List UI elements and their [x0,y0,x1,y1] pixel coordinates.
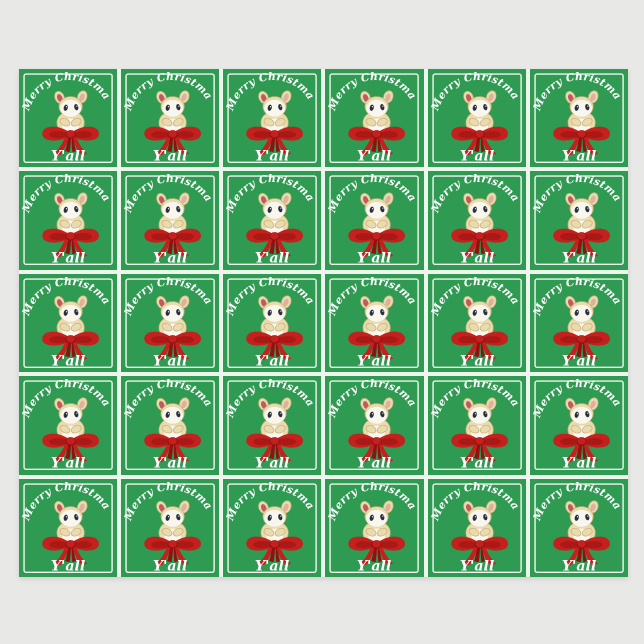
gift-tag-artwork-instance [223,376,319,473]
gift-tag-tile [121,273,220,373]
gift-tag-tile-canvas [325,478,421,575]
gift-tag-artwork-instance [427,273,523,370]
gift-tag-artwork-instance [529,69,625,166]
gift-tag-tile [427,69,526,168]
gift-tag-tile [121,376,220,475]
gift-tag-artwork-instance [529,478,625,575]
gift-tag-tile-canvas [529,273,625,370]
gift-tag-tile [121,478,220,577]
gift-tag-tile-canvas [529,376,625,473]
gift-tag-tile [529,69,628,168]
gift-tag-tile-canvas [427,69,523,166]
gift-tag-tile [427,478,526,577]
gift-tag-artwork-instance [223,69,319,166]
gift-tag-tile [19,69,118,168]
gift-tag-tile [427,171,526,270]
gift-tag-tile-canvas [325,171,421,268]
gift-tag-artwork-instance [121,273,217,370]
gift-tag-tile-canvas [19,376,114,473]
gift-tag-tile-canvas [223,171,319,268]
gift-tag-tile-canvas [19,69,114,166]
gift-tag-artwork-instance [121,478,217,575]
gift-tag-tile [529,273,628,373]
gift-tag-tile [529,376,628,475]
gift-tag-tile [427,376,526,475]
gift-tag-tile [325,376,424,475]
gift-tag-tile [223,478,322,577]
gift-tag-tile [529,478,628,577]
gift-tag-tile [529,171,628,270]
gift-tag-tile-canvas [121,273,217,370]
gift-tag-tile [19,478,118,577]
gift-tag-artwork-instance [19,171,114,268]
gift-tag-tile-canvas [223,69,319,166]
gift-tag-artwork-instance [427,171,523,268]
gift-tag-artwork-instance [19,69,114,166]
gift-tag-artwork-instance [325,376,421,473]
gift-tag-artwork-instance [325,273,421,370]
gift-tag-artwork-instance [121,376,217,473]
gift-tag-tile [223,376,322,475]
gift-tag-artwork-instance [325,171,421,268]
gift-tag-artwork-instance [223,171,319,268]
gift-tag-tile [427,273,526,373]
gift-tag-tile [223,171,322,270]
gift-tag-tile-canvas [19,273,114,370]
gift-tag-artwork-instance [529,171,625,268]
gift-tag-tile-canvas [223,376,319,473]
gift-tag-tile-canvas [325,69,421,166]
gift-tag-artwork-instance [19,273,114,370]
gift-tag-tile [325,171,424,270]
gift-tag-tile [19,273,118,373]
gift-tag-tile [325,273,424,373]
gift-tag-tile [223,69,322,168]
gift-tag-artwork-instance [529,376,625,473]
gift-tag-artwork-instance [19,376,114,473]
gift-tag-artwork-instance [19,478,114,575]
gift-tag-tile-canvas [121,376,217,473]
gift-tag-tile-canvas [121,69,217,166]
gift-tag-tile [19,171,118,270]
gift-tag-artwork-instance [325,69,421,166]
gift-tag-tile-canvas [19,171,114,268]
gift-tag-tile-canvas [19,478,114,575]
wrapping-paper-sheet [19,69,628,577]
gift-tag-tile-canvas [325,273,421,370]
gift-tag-tile [325,478,424,577]
gift-tag-tile-canvas [529,171,625,268]
gift-tag-tile [121,171,220,270]
gift-tag-artwork-instance [325,478,421,575]
gift-tag-tile-canvas [427,171,523,268]
gift-tag-tile [325,69,424,168]
gift-tag-artwork-instance [427,478,523,575]
gift-tag-artwork-instance [529,273,625,370]
gift-tag-artwork-instance [427,69,523,166]
gift-tag-tile-canvas [121,171,217,268]
gift-tag-tile-canvas [223,273,319,370]
gift-tag-artwork-instance [223,273,319,370]
gift-tag-artwork-instance [427,376,523,473]
gift-tag-tile-canvas [427,376,523,473]
gift-tag-tile-canvas [529,478,625,575]
gift-tag-tile-canvas [427,273,523,370]
gift-tag-artwork-instance [121,171,217,268]
gift-tag-tile-canvas [223,478,319,575]
gift-tag-artwork-instance [121,69,217,166]
gift-tag-tile [19,376,118,475]
gift-tag-tile-canvas [427,478,523,575]
gift-tag-tile [121,69,220,168]
gift-tag-tile-canvas [325,376,421,473]
gift-tag-tile [223,273,322,373]
gift-tag-tile-canvas [121,478,217,575]
gift-tag-artwork-instance [223,478,319,575]
gift-tag-tile-canvas [529,69,625,166]
